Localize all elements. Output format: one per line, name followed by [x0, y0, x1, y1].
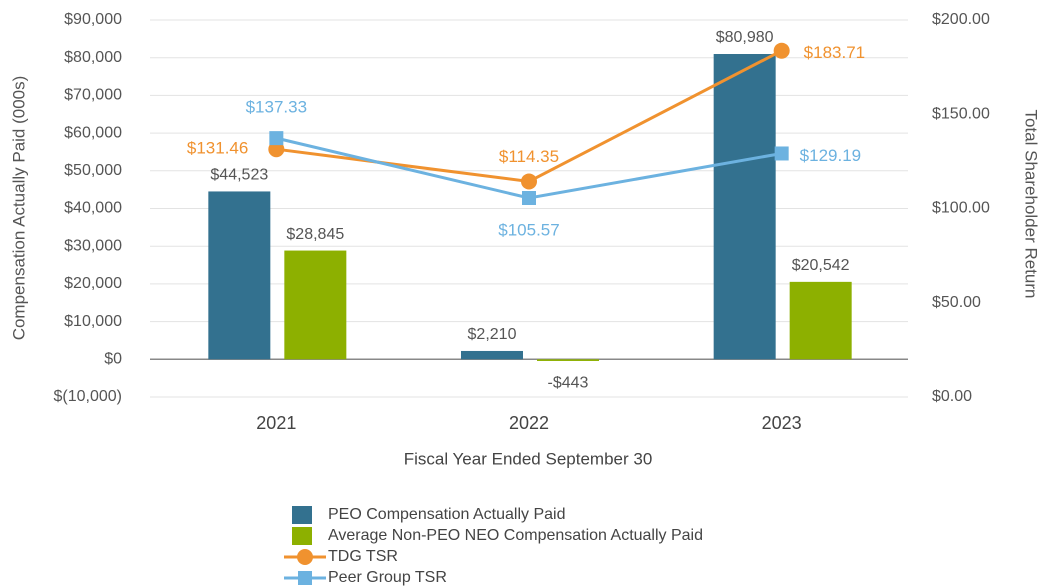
legend-swatch — [292, 527, 312, 545]
y2-tick-label: $150.00 — [932, 105, 990, 122]
marker — [773, 42, 790, 59]
marker — [521, 173, 537, 190]
data-label: $28,845 — [286, 226, 344, 243]
y-tick-label: $30,000 — [64, 237, 122, 254]
data-label: $80,980 — [716, 29, 774, 46]
bar — [284, 250, 347, 360]
y2-tick-label: $200.00 — [932, 11, 990, 28]
x-tick-label: 2021 — [256, 413, 296, 433]
y-axis-label: Compensation Actually Paid (000s) — [9, 76, 28, 341]
x-axis-label: Fiscal Year Ended September 30 — [404, 449, 653, 468]
data-label: $137.33 — [246, 98, 307, 117]
data-label: $114.35 — [499, 147, 559, 166]
y-tick-label: $90,000 — [64, 11, 122, 28]
data-label: $183.71 — [804, 43, 865, 62]
y-tick-label: $70,000 — [64, 87, 122, 104]
y-tick-label: $20,000 — [64, 275, 122, 292]
legend-swatch — [292, 506, 312, 524]
y-tick-label: $0 — [104, 351, 122, 368]
data-label: $129.19 — [800, 146, 861, 165]
y2-axis-label: Total Shareholder Return — [1022, 109, 1041, 298]
bar — [208, 191, 271, 360]
y2-tick-label: $0.00 — [932, 388, 972, 405]
y-tick-label: $50,000 — [64, 162, 122, 179]
y-tick-label: $(10,000) — [54, 388, 123, 405]
bar — [713, 54, 776, 360]
marker — [269, 131, 284, 146]
data-label: $20,542 — [792, 257, 850, 274]
y-tick-label: $40,000 — [64, 200, 122, 217]
bar — [789, 281, 852, 360]
data-label: -$443 — [548, 375, 589, 392]
legend-label: Average Non-PEO NEO Compensation Actuall… — [328, 527, 703, 544]
y-tick-label: $10,000 — [64, 313, 122, 330]
legend-marker — [298, 571, 312, 585]
data-label: $131.46 — [187, 139, 248, 158]
y2-tick-label: $100.00 — [932, 200, 990, 217]
marker — [522, 191, 536, 206]
x-tick-label: 2023 — [762, 413, 802, 433]
bar — [461, 350, 523, 360]
legend-label: TDG TSR — [328, 548, 398, 565]
marker — [774, 146, 789, 161]
legend-label: Peer Group TSR — [328, 569, 447, 586]
marker — [268, 141, 285, 158]
data-label: $105.57 — [498, 220, 559, 239]
x-tick-label: 2022 — [509, 413, 549, 433]
data-label: $2,210 — [468, 326, 517, 343]
legend-marker — [297, 549, 313, 565]
y2-tick-label: $50.00 — [932, 294, 981, 311]
legend-label: PEO Compensation Actually Paid — [328, 506, 565, 523]
y-tick-label: $60,000 — [64, 124, 122, 141]
data-label: $44,523 — [210, 167, 268, 184]
bar — [537, 359, 599, 361]
y-tick-label: $80,000 — [64, 49, 122, 66]
